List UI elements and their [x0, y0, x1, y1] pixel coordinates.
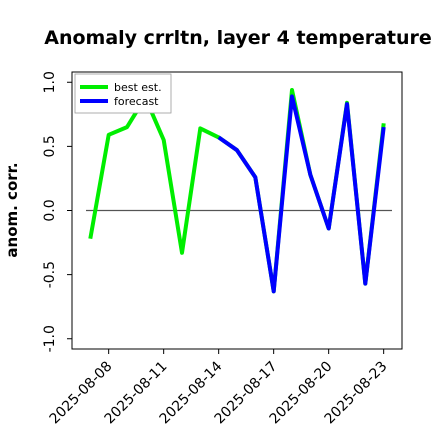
legend-box	[74, 73, 172, 114]
y-tick-label: -1.0	[42, 325, 58, 352]
legend-label-best: best est.	[114, 81, 162, 94]
legend-label-forecast: forecast	[114, 95, 159, 108]
y-tick-label: 0.0	[42, 199, 58, 221]
y-tick-label: 1.0	[42, 71, 58, 93]
y-axis-label: anom. corr.	[3, 162, 21, 257]
series-line-forecast	[217, 94, 386, 294]
chart-title: Anomaly crrltn, layer 4 temperature	[44, 27, 432, 49]
y-tick-label: 0.5	[42, 135, 58, 157]
legend: best est. forecast	[74, 73, 172, 114]
y-tick-label: -0.5	[42, 261, 58, 288]
